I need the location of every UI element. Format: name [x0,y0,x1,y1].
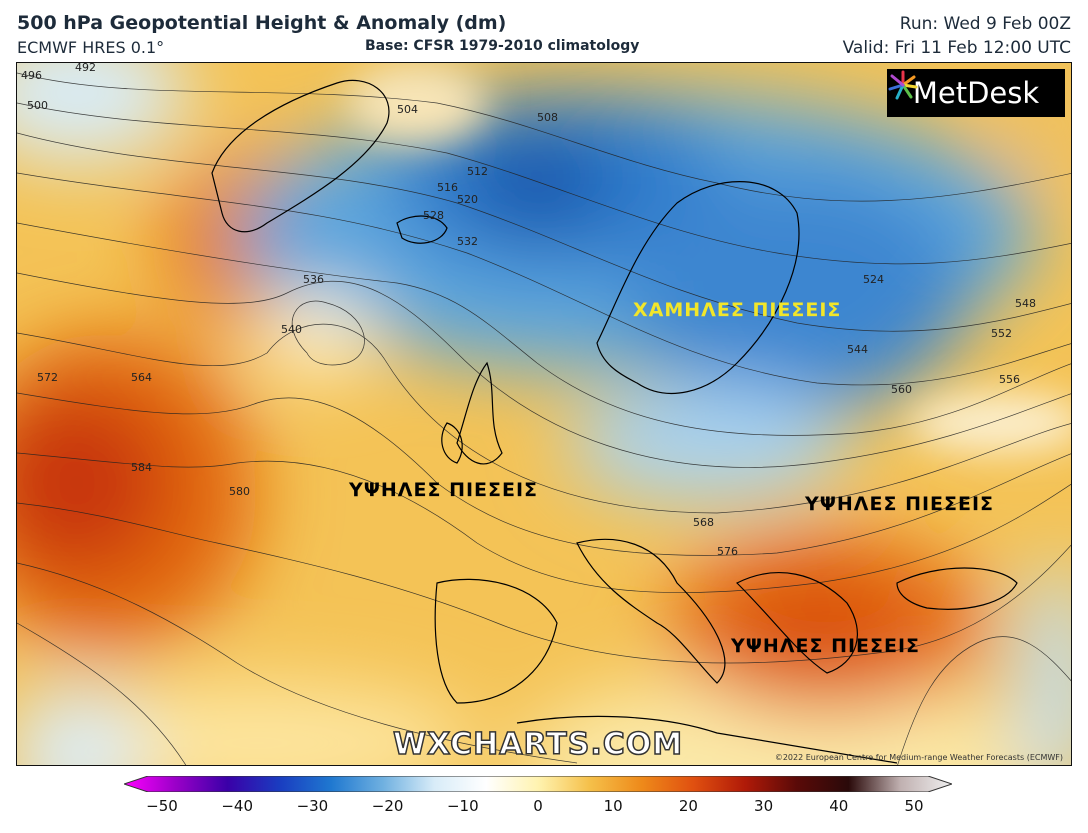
contour-label: 492 [75,63,96,74]
metdesk-logo: MetDesk [887,69,1065,117]
colorbar-tick-label: 50 [904,797,924,815]
contour-label: 584 [131,461,152,474]
low-pressure-label: ΧΑΜΗΛΕΣ ΠΙΕΣΕΙΣ [633,299,842,321]
high-pressure-label-greece: ΥΨΗΛΕΣ ΠΙΕΣΕΙΣ [731,635,921,657]
anomaly-colorbar [124,776,952,792]
contour-label: 564 [131,371,152,384]
contour-label: 580 [229,485,250,498]
contour-label: 568 [693,516,714,529]
colorbar-tick-label: −10 [446,797,479,815]
chart-title: 500 hPa Geopotential Height & Anomaly (d… [17,12,507,34]
contour-label: 548 [1015,297,1036,310]
copyright-note: ©2022 European Centre for Medium-range W… [774,753,1063,762]
colorbar-tick-label: −40 [221,797,254,815]
contour-label: 532 [457,235,478,248]
logo-text: MetDesk [912,76,1040,110]
contour-label: 516 [437,181,458,194]
weather-map[interactable]: 492 496 500 504 508 512 516 520 524 528 532 536 540 5… [16,62,1072,766]
colorbar-tick-label: −20 [371,797,404,815]
colorbar-tick-label: 0 [533,797,543,815]
high-pressure-label-east: ΥΨΗΛΕΣ ΠΙΕΣΕΙΣ [805,493,995,515]
colorbar-tick-label: 30 [754,797,774,815]
model-name: ECMWF HRES 0.1° [17,38,165,57]
colorbar-tick-label: 40 [829,797,849,815]
colorbar-tick-label: −50 [146,797,178,815]
contour-label: 556 [999,373,1020,386]
valid-time: Valid: Fri 11 Feb 12:00 UTC [842,38,1071,58]
contour-label: 572 [37,371,58,384]
contour-label: 500 [27,99,48,112]
contour-label: 496 [21,69,42,82]
climatology-base: Base: CFSR 1979-2010 climatology [365,38,640,54]
contour-label: 524 [863,273,884,286]
contour-label: 536 [303,273,324,286]
coastlines [211,79,1018,764]
contour-label: 508 [537,111,558,124]
height-contours [17,72,1071,765]
contour-label: 552 [991,327,1012,340]
contour-label: 544 [847,343,868,356]
contour-label: 528 [423,209,444,222]
contour-label: 504 [397,103,418,116]
wxcharts-watermark: WXCHARTS.COM [392,726,684,763]
metdesk-star-icon [888,70,918,100]
run-time: Run: Wed 9 Feb 00Z [899,14,1071,34]
colorbar-tick-label: 10 [603,797,623,815]
colorbar-tick-label: −30 [296,797,329,815]
contour-label: 540 [281,323,302,336]
high-pressure-label-west: ΥΨΗΛΕΣ ΠΙΕΣΕΙΣ [349,479,539,501]
contour-label: 512 [467,165,488,178]
contour-label: 520 [457,193,478,206]
contour-label: 576 [717,545,738,558]
colorbar-tick-label: 20 [678,797,698,815]
contour-label: 560 [891,383,912,396]
